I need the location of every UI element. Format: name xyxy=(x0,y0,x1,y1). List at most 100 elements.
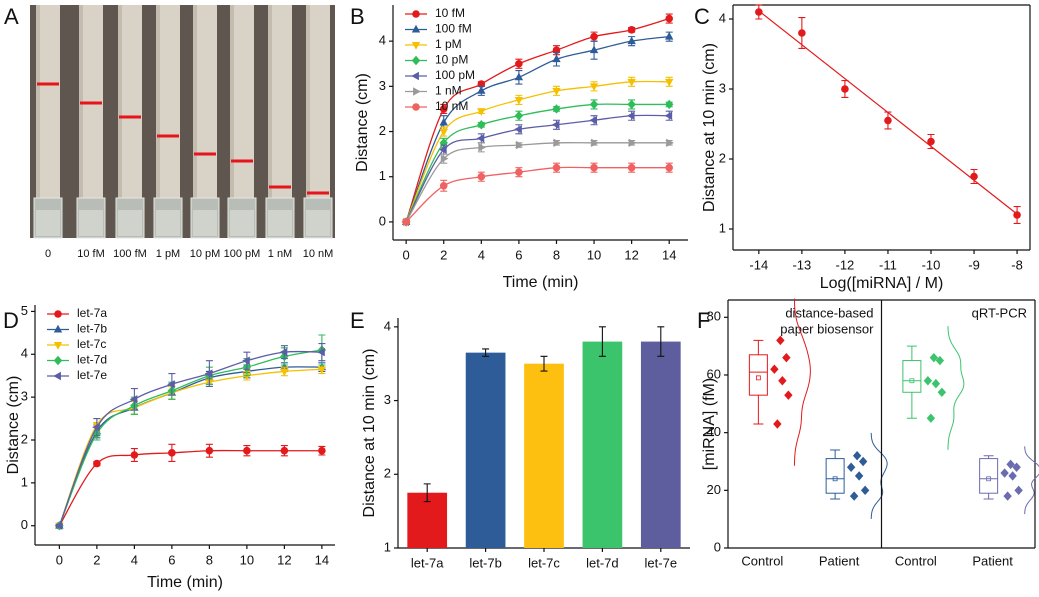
marker xyxy=(477,120,486,130)
x-axis-label: Time (min) xyxy=(503,274,579,291)
x-tick-label: -8 xyxy=(1011,257,1023,272)
point xyxy=(884,116,892,125)
marker xyxy=(935,355,945,366)
marker xyxy=(514,111,524,121)
marker xyxy=(929,352,939,363)
marker xyxy=(440,154,449,163)
x-tick-label: Control xyxy=(741,553,783,568)
y-axis-label: Distance (cm) xyxy=(5,376,22,475)
marker xyxy=(664,111,673,120)
liquid xyxy=(118,210,142,236)
panel-letter: C xyxy=(694,4,710,29)
y-tick-label: 1 xyxy=(379,168,386,183)
marker xyxy=(280,446,289,455)
marker xyxy=(591,138,599,148)
legend-marker xyxy=(413,87,421,96)
violin xyxy=(1024,446,1039,515)
box xyxy=(979,458,999,494)
marker xyxy=(167,380,175,389)
marker xyxy=(846,462,856,472)
whisker xyxy=(983,455,994,500)
legend-marker xyxy=(53,371,61,381)
marker xyxy=(852,451,862,461)
marker xyxy=(627,26,636,34)
whisker xyxy=(830,449,841,500)
legend-marker xyxy=(53,355,63,366)
legend-marker xyxy=(53,324,63,333)
marker xyxy=(776,335,785,346)
liquid xyxy=(306,210,330,236)
x-axis-label: Time (min) xyxy=(147,574,223,591)
x-tick-label: 12 xyxy=(277,552,291,567)
mean xyxy=(755,375,761,381)
liquid xyxy=(79,210,103,236)
marker xyxy=(926,413,936,423)
y-tick-label: 3 xyxy=(21,389,28,404)
bar xyxy=(640,341,681,548)
marker xyxy=(589,116,597,125)
y-tick-label: 4 xyxy=(21,346,28,361)
y-axis-label: Distance at 10 min (cm) xyxy=(361,349,378,518)
whisker xyxy=(906,345,917,419)
marker xyxy=(477,108,486,116)
x-tick-label: let-7b xyxy=(469,555,502,570)
marker xyxy=(628,138,637,148)
violin xyxy=(947,326,965,450)
marker xyxy=(280,362,289,371)
marker xyxy=(242,372,252,381)
marker xyxy=(627,36,636,45)
legend-label: 1 nM xyxy=(435,84,462,98)
marker xyxy=(627,99,636,110)
red-mark xyxy=(37,82,59,86)
red-mark xyxy=(157,134,179,138)
liquid xyxy=(156,210,180,236)
x-tick-label: let-7e xyxy=(645,555,678,570)
violin xyxy=(793,298,811,466)
marker xyxy=(439,181,448,190)
marker xyxy=(318,446,326,455)
x-tick-label: 6 xyxy=(168,552,175,567)
marker xyxy=(514,96,524,105)
marker xyxy=(589,99,599,110)
marker xyxy=(590,32,598,41)
marker xyxy=(242,356,250,365)
x-tick-label: 14 xyxy=(315,552,329,567)
strip-shade xyxy=(268,5,272,203)
x-tick-label: 10 xyxy=(240,552,254,567)
x-tick-label: Patient xyxy=(819,553,860,568)
x-tick-label: 0 xyxy=(56,552,63,567)
marker xyxy=(478,143,487,152)
marker xyxy=(773,419,782,429)
y-tick-label: 1 xyxy=(21,474,28,489)
marker xyxy=(858,456,868,467)
point xyxy=(1013,211,1021,219)
x-axis-label: Log([miRNA] / M) xyxy=(820,275,944,292)
y-tick-label: 3 xyxy=(719,80,726,95)
group-title: paper biosensor xyxy=(780,321,874,336)
strip-label: 0 xyxy=(45,248,51,260)
marker xyxy=(515,140,524,150)
y-tick-label: 2 xyxy=(21,431,28,446)
panel-letter: E xyxy=(350,308,365,333)
legend-label: 10 pM xyxy=(435,53,468,67)
y-tick-label: 80 xyxy=(707,309,721,324)
liquid xyxy=(268,210,292,236)
marker xyxy=(1003,491,1012,501)
marker xyxy=(590,163,598,172)
panel-letter: F xyxy=(697,308,710,333)
mean xyxy=(909,378,915,384)
marker xyxy=(552,163,561,172)
strip-label: 10 pM xyxy=(190,248,221,260)
legend-label: let-7b xyxy=(77,322,107,336)
marker xyxy=(589,83,599,92)
legend-marker xyxy=(411,24,421,33)
marker xyxy=(854,471,864,481)
marker xyxy=(477,172,486,181)
group-title: distance-based xyxy=(785,305,873,320)
y-tick-label: 0 xyxy=(379,213,386,228)
legend-marker xyxy=(411,71,419,81)
x-tick-label: 2 xyxy=(93,552,100,567)
x-tick-label: 8 xyxy=(206,552,213,567)
marker xyxy=(1012,462,1021,472)
error-bar xyxy=(482,348,490,357)
